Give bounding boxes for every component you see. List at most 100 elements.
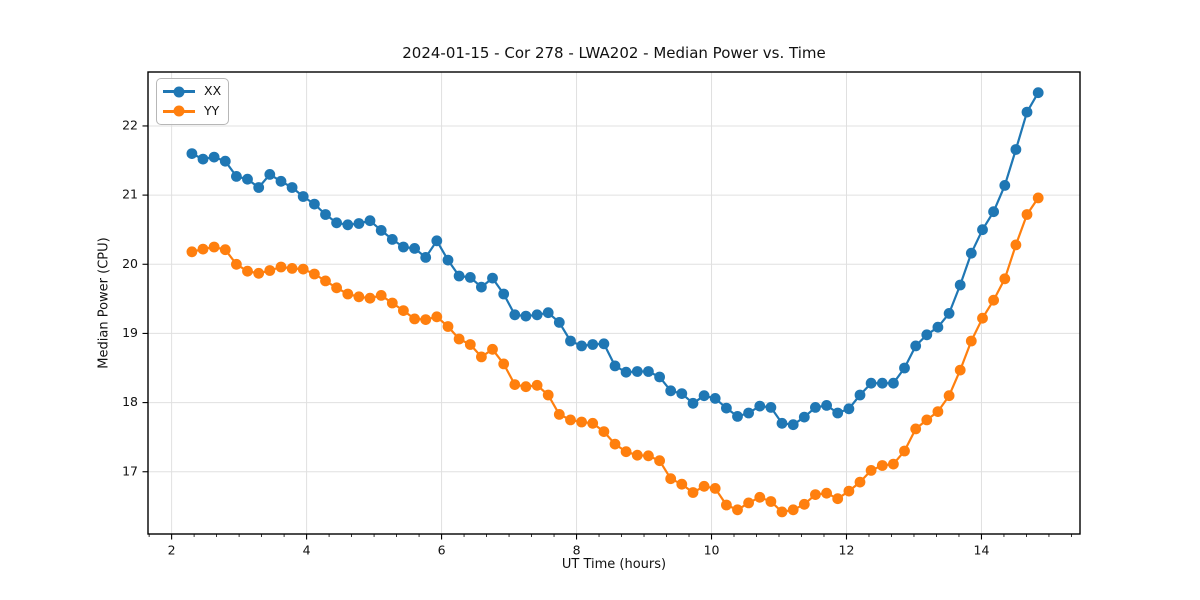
data-point-xx bbox=[576, 340, 587, 352]
data-point-yy bbox=[977, 312, 988, 324]
data-point-yy bbox=[509, 379, 521, 390]
data-point-yy bbox=[654, 455, 665, 467]
legend-marker-icon bbox=[173, 105, 185, 117]
data-point-xx bbox=[810, 402, 821, 413]
data-point-xx bbox=[286, 182, 298, 193]
data-point-yy bbox=[231, 258, 242, 270]
series-line-xx bbox=[190, 91, 1040, 426]
data-point-xx bbox=[643, 366, 654, 377]
data-point-xx bbox=[609, 360, 621, 372]
data-point-yy bbox=[643, 450, 654, 462]
data-point-xx bbox=[275, 175, 287, 187]
data-point-xx bbox=[765, 402, 777, 413]
data-point-xx bbox=[754, 400, 766, 412]
data-point-xx bbox=[598, 338, 610, 350]
plot-frame bbox=[147, 71, 1081, 535]
data-point-xx bbox=[787, 419, 799, 431]
data-point-yy bbox=[453, 333, 465, 345]
data-point-xx bbox=[620, 366, 632, 378]
data-point-xx bbox=[331, 217, 342, 229]
data-point-yy bbox=[275, 261, 287, 273]
data-point-xx bbox=[798, 411, 810, 423]
data-point-xx bbox=[631, 366, 643, 377]
data-point-xx bbox=[509, 309, 521, 321]
data-point-yy bbox=[409, 313, 420, 325]
data-point-yy bbox=[754, 491, 766, 503]
data-point-xx bbox=[587, 339, 599, 350]
data-point-yy bbox=[810, 489, 821, 500]
data-point-yy bbox=[721, 499, 732, 511]
data-point-xx bbox=[888, 377, 899, 389]
data-point-yy bbox=[765, 496, 777, 507]
data-point-xx bbox=[242, 173, 253, 185]
data-point-xx bbox=[476, 281, 487, 293]
data-point-yy bbox=[208, 241, 220, 253]
data-point-yy bbox=[253, 267, 265, 279]
data-point-yy bbox=[854, 476, 866, 488]
data-point-yy bbox=[743, 497, 754, 509]
data-point-yy bbox=[431, 311, 443, 323]
y-tick-label: 22 bbox=[122, 117, 138, 132]
data-point-xx bbox=[1032, 87, 1044, 99]
data-point-xx bbox=[910, 340, 922, 352]
data-point-xx bbox=[197, 153, 209, 165]
data-point-yy bbox=[442, 321, 454, 332]
data-point-yy bbox=[542, 389, 554, 401]
data-point-yy bbox=[286, 263, 298, 274]
data-point-xx bbox=[253, 182, 265, 193]
x-tick-label: 10 bbox=[704, 543, 720, 558]
data-point-xx bbox=[342, 219, 354, 231]
data-point-yy bbox=[798, 498, 810, 510]
data-point-xx bbox=[264, 169, 276, 180]
data-point-yy bbox=[386, 297, 398, 309]
data-point-xx bbox=[1010, 144, 1022, 155]
data-point-yy bbox=[776, 506, 788, 518]
data-point-yy bbox=[242, 265, 253, 277]
data-point-yy bbox=[1032, 192, 1044, 204]
data-point-yy bbox=[821, 487, 832, 499]
data-point-yy bbox=[943, 390, 955, 402]
data-point-xx bbox=[375, 225, 387, 236]
chart-title: 2024-01-15 - Cor 278 - LWA202 - Median P… bbox=[402, 44, 826, 62]
legend-line-sample-yy bbox=[163, 105, 195, 117]
data-point-yy bbox=[476, 351, 487, 363]
data-point-yy bbox=[520, 381, 532, 393]
data-point-xx bbox=[743, 407, 754, 419]
data-point-xx bbox=[487, 272, 498, 284]
data-point-yy bbox=[843, 485, 855, 497]
data-point-yy bbox=[487, 343, 498, 355]
data-point-xx bbox=[854, 389, 866, 401]
data-point-yy bbox=[787, 504, 799, 516]
data-point-yy bbox=[331, 282, 342, 294]
data-point-xx bbox=[186, 148, 198, 160]
data-point-yy bbox=[832, 493, 844, 505]
data-point-xx bbox=[954, 279, 966, 291]
x-tick-label: 4 bbox=[303, 543, 311, 558]
data-point-xx bbox=[687, 397, 699, 409]
data-point-yy bbox=[965, 335, 977, 347]
y-tick-label: 21 bbox=[122, 187, 138, 202]
data-point-yy bbox=[375, 290, 387, 301]
data-point-xx bbox=[965, 247, 977, 259]
data-point-yy bbox=[999, 273, 1011, 285]
data-point-yy bbox=[910, 423, 922, 435]
data-point-yy bbox=[988, 294, 999, 306]
x-tick-label: 12 bbox=[839, 543, 855, 558]
y-tick-label: 19 bbox=[122, 325, 138, 340]
data-point-yy bbox=[565, 414, 576, 426]
data-point-yy bbox=[342, 288, 354, 300]
x-tick-label: 8 bbox=[573, 543, 581, 558]
data-point-yy bbox=[620, 446, 632, 458]
data-point-xx bbox=[565, 335, 576, 347]
data-point-xx bbox=[442, 254, 454, 266]
data-point-xx bbox=[398, 241, 409, 253]
data-point-xx bbox=[464, 272, 476, 283]
data-point-xx bbox=[999, 180, 1011, 191]
x-tick-label: 6 bbox=[438, 543, 446, 558]
data-point-xx bbox=[865, 377, 877, 389]
data-point-xx bbox=[654, 371, 665, 383]
data-point-xx bbox=[698, 390, 710, 402]
y-axis-label: Median Power (CPU) bbox=[96, 237, 112, 369]
data-point-yy bbox=[1010, 239, 1022, 251]
